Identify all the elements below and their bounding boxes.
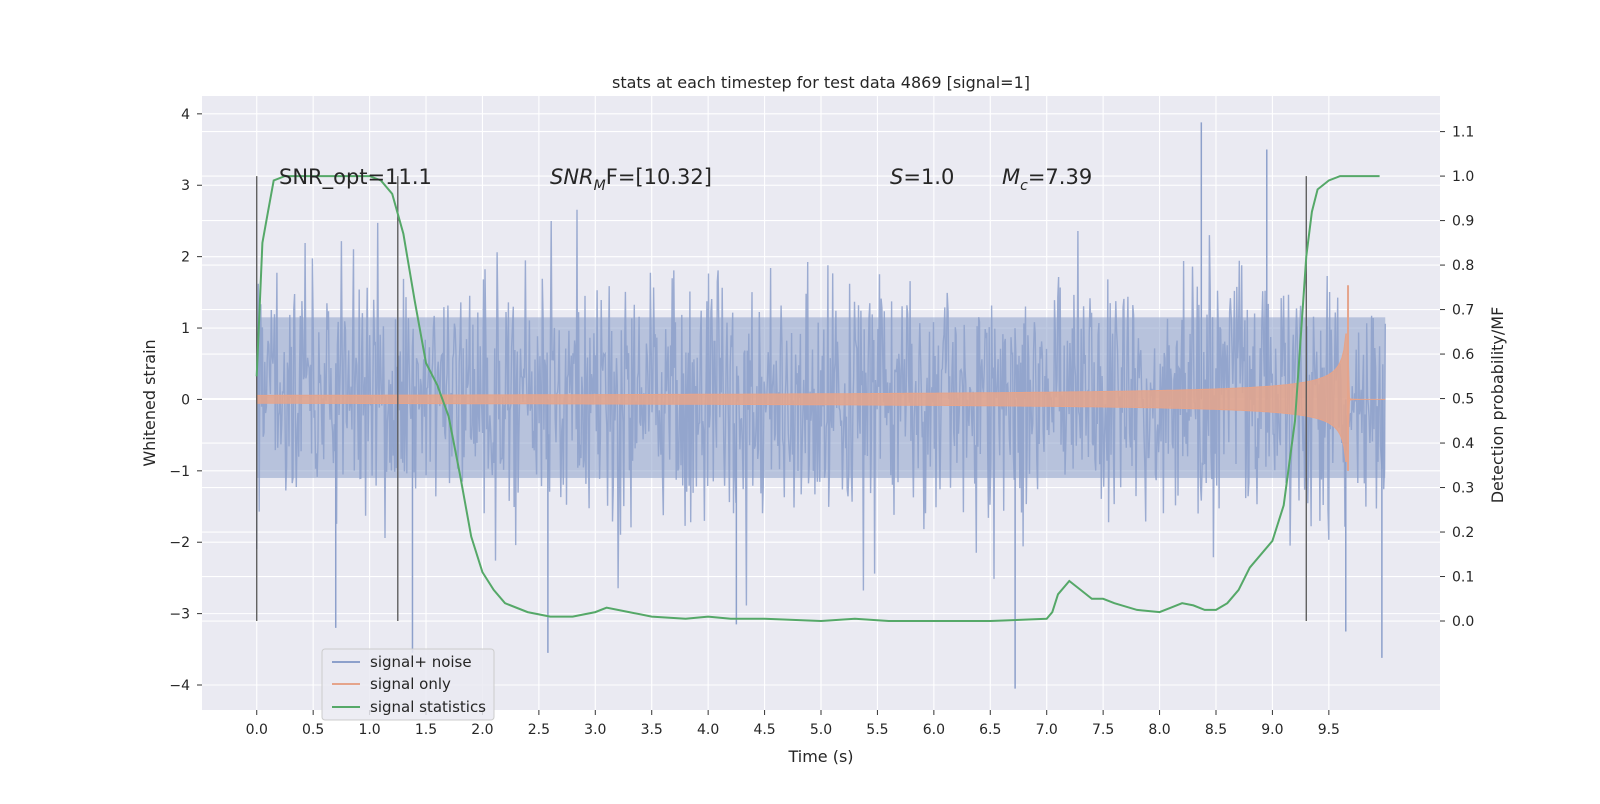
x-tick-label: 3.0 [584,722,606,738]
x-tick-label: 2.0 [471,722,493,738]
series-signal-only [256,285,1386,471]
y-tick-label-left: −3 [169,607,190,623]
x-tick-label: 9.5 [1318,722,1340,738]
annotation-snr-opt: SNR_opt=11.1 [279,165,432,190]
y-tick-label-left: 1 [181,321,190,337]
legend: signal+ noise signal only signal statist… [321,648,495,721]
y-axis-label-right: Detection probability/MF [1488,307,1507,504]
axes: 0.0 0.5 1.0 1.5 2.0 2.5 3.0 3.5 4.0 4.5 5.0 5.5 6.0 6… [169,107,1474,738]
y-tick-label-right: 0.3 [1452,481,1474,497]
signal-envelope [256,333,1386,462]
y-tick-label-left: 0 [181,392,190,408]
x-tick-label: 3.5 [641,722,663,738]
y-tick-label-left: 2 [181,250,190,266]
y-tick-label-right: 0.1 [1452,570,1474,586]
legend-label-signal: signal only [370,675,451,693]
y-tick-label-right: 0.4 [1452,436,1474,452]
x-tick-label: 8.5 [1205,722,1227,738]
x-tick-label: 5.0 [810,722,832,738]
x-tick-label: 9.0 [1261,722,1283,738]
x-axis-label: Time (s) [787,747,853,766]
y-tick-label-right: 0.0 [1452,614,1474,630]
y-tick-label-right: 0.2 [1452,525,1474,541]
y-tick-label-right: 0.9 [1452,214,1474,230]
x-tick-label: 1.5 [415,722,437,738]
x-tick-label: 6.5 [979,722,1001,738]
y-tick-label-left: −1 [169,464,190,480]
annotation-snr-mf: SNRMF=[10.32] [550,165,712,194]
x-tick-label: 7.0 [1036,722,1058,738]
x-tick-label: 0.5 [302,722,324,738]
y-tick-label-right: 0.8 [1452,258,1474,274]
x-tick-label: 4.5 [753,722,775,738]
chart-title: stats at each timestep for test data 486… [612,73,1030,92]
x-tick-label: 7.5 [1092,722,1114,738]
y-tick-label-left: 4 [181,107,190,123]
legend-label-noise: signal+ noise [370,653,472,671]
stats-line [255,175,1380,623]
annotation-mc: Mc=7.39 [1002,165,1092,194]
y-tick-label-right: 1.1 [1452,125,1474,141]
y-tick-label-left: −2 [169,535,190,551]
y-tick-label-right: 1.0 [1452,169,1474,185]
annotation-s: S=1.0 [890,165,954,189]
y-tick-label-right: 0.5 [1452,392,1474,408]
y-tick-label-left: −4 [169,678,190,694]
y-tick-label-right: 0.7 [1452,303,1474,319]
x-tick-label: 6.0 [923,722,945,738]
x-tick-label: 2.5 [528,722,550,738]
x-tick-label: 1.0 [358,722,380,738]
x-tick-label: 5.5 [866,722,888,738]
x-tick-label: 8.0 [1148,722,1170,738]
y-tick-label-right: 0.6 [1452,347,1474,363]
y-tick-label-left: 3 [181,178,190,194]
series-signal-statistics [255,175,1380,623]
x-tick-label: 4.0 [697,722,719,738]
y-axis-label-left: Whitened strain [140,339,159,466]
legend-box [321,648,495,721]
x-tick-label: 0.0 [246,722,268,738]
legend-label-stats: signal statistics [370,698,486,716]
